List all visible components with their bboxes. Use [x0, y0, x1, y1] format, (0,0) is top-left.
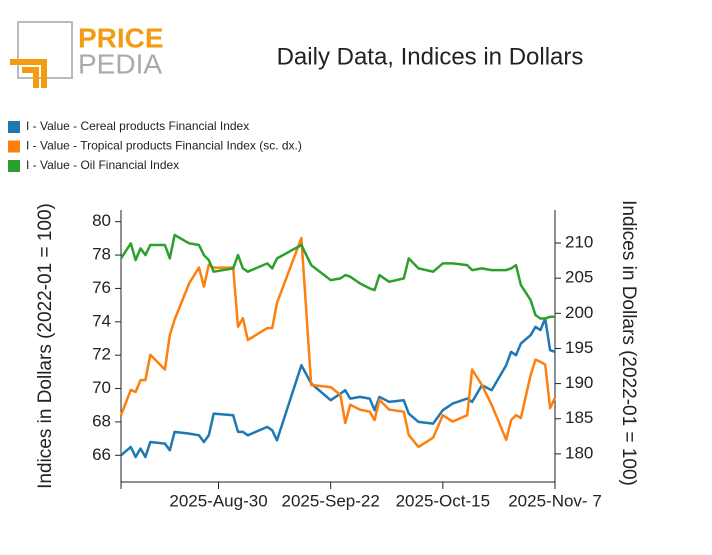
legend-label: I - Value - Cereal products Financial In…	[26, 119, 249, 133]
y2-tick-label: 190	[565, 373, 593, 392]
y2-axis-label: Indices in Dollars (2022-01 = 100)	[618, 200, 639, 486]
x-tick-label: 2025-Aug-30	[169, 491, 267, 510]
y-tick-label: 74	[92, 311, 111, 330]
legend-swatch	[8, 121, 20, 133]
legend-label: I - Value - Tropical products Financial …	[26, 139, 302, 153]
x-tick-label: 2025-Nov- 7	[508, 491, 602, 510]
series-line	[119, 236, 557, 449]
logo-mark	[10, 59, 47, 88]
y2-tick-label: 200	[565, 303, 593, 322]
logo-text: PRICE	[78, 22, 164, 53]
legend-swatch	[8, 160, 20, 172]
y-tick-label: 76	[92, 278, 111, 297]
legend-label: I - Value - Oil Financial Index	[26, 158, 179, 172]
y-tick-label: 72	[92, 345, 111, 364]
y2-tick-label: 180	[565, 443, 593, 462]
x-tick-label: 2025-Oct-15	[396, 491, 491, 510]
y2-tick-label: 185	[565, 408, 593, 427]
series-line	[120, 317, 556, 459]
y-tick-label: 78	[92, 245, 111, 264]
legend-swatch	[8, 140, 20, 153]
y2-tick-label: 205	[565, 268, 593, 287]
y-tick-label: 66	[92, 445, 111, 464]
y-tick-label: 68	[92, 411, 111, 430]
y2-tick-label: 195	[565, 338, 593, 357]
logo: PRICE PEDIA	[10, 21, 164, 88]
y-tick-label: 70	[92, 378, 111, 397]
series-line	[119, 233, 555, 320]
y-axis-label: Indices in Dollars (2022-01 = 100)	[35, 203, 56, 489]
logo-text: PEDIA	[78, 48, 162, 79]
x-tick-label: 2025-Sep-22	[282, 491, 380, 510]
y2-tick-label: 210	[565, 233, 593, 252]
chart-title: Daily Data, Indices in Dollars	[277, 43, 584, 70]
y-tick-label: 80	[92, 211, 111, 230]
